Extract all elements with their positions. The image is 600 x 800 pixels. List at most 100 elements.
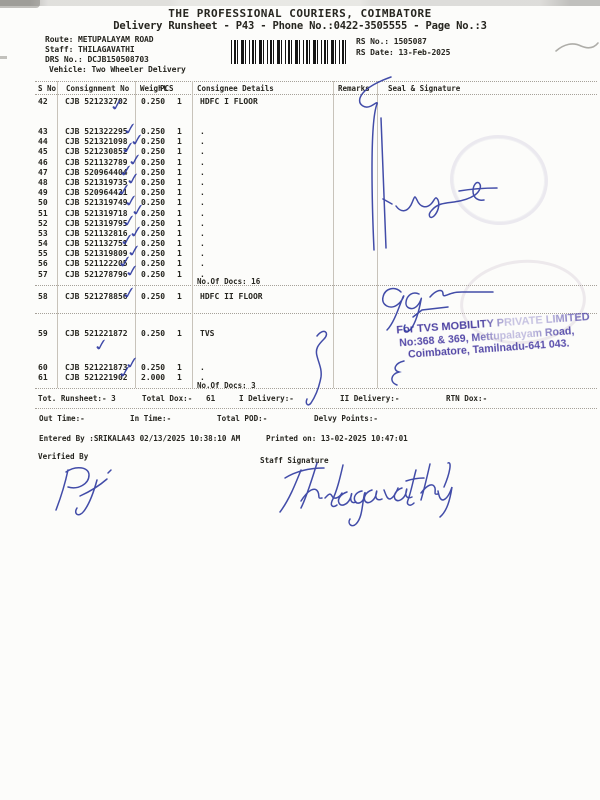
col-header-remarks: Remarks [338,84,370,93]
cell-weight: 0.250 [141,363,166,372]
cell-weight: 0.250 [141,249,166,258]
table-rule-v [192,81,193,388]
cell-consignment: CJB 521221873 [65,363,128,372]
cell-consignee: . [200,127,205,136]
cell-sno: 52 [38,219,48,228]
cell-sno: 61 [38,373,48,382]
cell-consignment: CJB 521122205 [65,259,128,268]
cell-sno: 43 [38,127,48,136]
total-runsheet: Tot. Runsheet:- 3 [38,394,116,403]
cell-weight: 0.250 [141,188,166,197]
cell-sno: 54 [38,239,48,248]
col-header-sno: S No [38,84,57,93]
cell-sno: 55 [38,249,48,258]
cell-consignment: CJB 521321098 [65,137,128,146]
tvs-squiggle-pen [305,330,328,406]
table-rule-h [35,285,597,286]
cell-sno: 53 [38,229,48,238]
table-rule-h [35,408,597,409]
table-rule-v [135,81,136,388]
cell-sno: 58 [38,292,48,301]
cell-sno: 46 [38,158,48,167]
cell-consignment: CJB 521319735 [65,178,128,187]
total-dox-value: 61 [206,394,216,403]
scan-edge-tick [0,56,7,59]
docs-count-note: No.Of Docs: 16 [197,277,261,286]
staff-signature-handwriting [279,462,453,527]
entered-by: Entered By :SRIKALA43 02/13/2025 10:38:1… [39,434,241,443]
cell-pcs: 1 [177,373,182,382]
cell-sno: 49 [38,188,48,197]
cell-weight: 0.250 [141,168,166,177]
remarks-long-stroke-pen [358,76,392,251]
cell-consignment: CJB 521132751 [65,239,128,248]
cell-sno: 60 [38,363,48,372]
cell-consignee: . [200,249,205,258]
cell-consignment: CJB 520964421 [65,188,128,197]
cell-consignment: CJB 521132789 [65,158,128,167]
table-rule-h [35,313,597,314]
cell-consignee: TVS [200,329,215,338]
drs-no-line: DRS No.: DCJB150508703 [45,55,149,64]
cell-weight: 0.250 [141,229,166,238]
vehicle-line: Vehicle: Two Wheeler Delivery [49,65,186,74]
cell-weight: 0.250 [141,219,166,228]
col-header-consignment: Consignment No [66,84,130,93]
cell-sno: 56 [38,259,48,268]
col-header-weight: Weight [140,84,168,93]
cell-consignee: . [200,219,205,228]
company-title: THE PROFESSIONAL COURIERS, COIMBATORE [168,7,432,20]
cell-weight: 0.250 [141,329,166,338]
cell-consignee: . [200,259,205,268]
cell-pcs: 1 [177,178,182,187]
cell-consignment: CJB 521319749 [65,198,128,207]
cell-consignment: CJB 521319809 [65,249,128,258]
table-rule-v [377,81,378,388]
cell-sno: 59 [38,329,48,338]
delvy-points: Delvy Points:- [314,414,379,423]
cell-consignment: CJB 521221872 [65,329,128,338]
cell-pcs: 1 [177,270,182,279]
cell-consignment: CJB 521132816 [65,229,128,238]
printed-on: Printed on: 13-02-2025 10:47:01 [266,434,408,443]
cell-weight: 0.250 [141,178,166,187]
cell-consignee: HDFC I FLOOR [200,97,258,106]
pen-checkmark: ✓ [122,260,143,282]
cell-weight: 0.250 [141,158,166,167]
cell-weight: 2.000 [141,373,166,382]
scan-squiggle-gray [555,42,599,52]
cell-consignee: . [200,363,205,372]
cell-sno: 44 [38,137,48,146]
cell-pcs: 1 [177,168,182,177]
in-time: In Time:- [130,414,172,423]
table-rule-h [35,94,597,95]
cell-consignment: CJB 521221902 [65,373,128,382]
table-rule-h [35,81,597,82]
cell-pcs: 1 [177,219,182,228]
table-rule-v [57,81,58,388]
cell-sno: 47 [38,168,48,177]
cell-consignee: HDFC II FLOOR [200,292,263,301]
cell-weight: 0.250 [141,198,166,207]
cell-weight: 0.250 [141,209,166,218]
cell-pcs: 1 [177,127,182,136]
cell-consignee: . [200,188,205,197]
cell-consignee: . [200,270,205,279]
cell-pcs: 1 [177,137,182,146]
cell-sno: 51 [38,209,48,218]
cell-consignment: CJB 521232702 [65,97,128,106]
cell-weight: 0.250 [141,239,166,248]
scan-edge-artifact [0,0,600,6]
cell-pcs: 1 [177,188,182,197]
cell-pcs: 1 [177,363,182,372]
cell-consignment: CJB 521322295 [65,127,128,136]
cell-pcs: 1 [177,97,182,106]
staff-line: Staff: THILAGAVATHI [45,45,135,54]
cell-sno: 57 [38,270,48,279]
out-time: Out Time:- [39,414,85,423]
scan-edge-blob [0,0,40,8]
pen-checkmark: ✓ [91,334,112,356]
cell-consignee: . [200,239,205,248]
cell-pcs: 1 [177,158,182,167]
cell-consignee: . [200,147,205,156]
